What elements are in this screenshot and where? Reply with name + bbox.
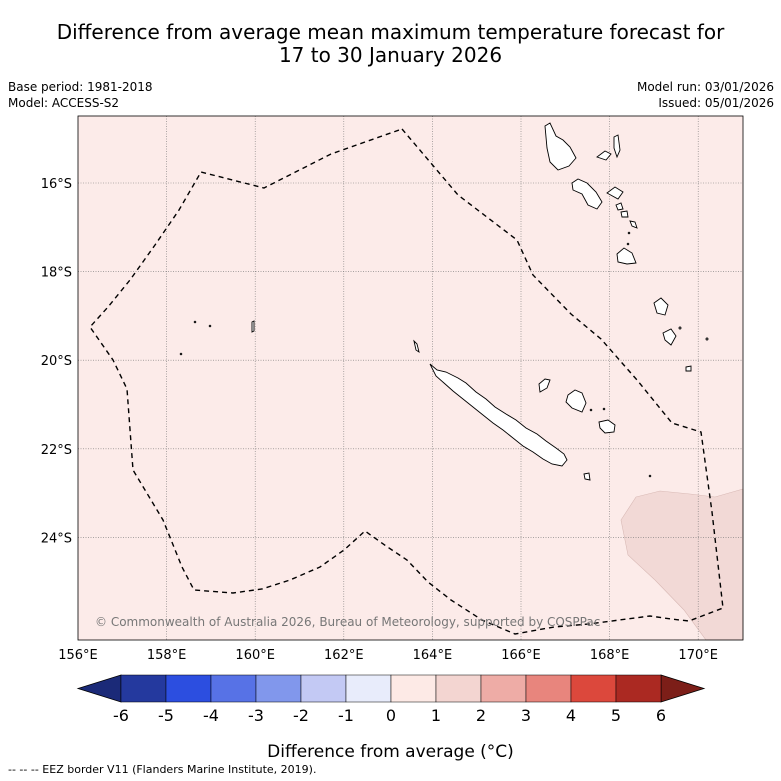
- meta-left: Base period: 1981-2018 Model: ACCESS-S2: [8, 79, 153, 111]
- island: [251, 320, 255, 333]
- lon-tick-label: 170°E: [678, 648, 718, 663]
- island: [538, 378, 551, 393]
- lat-tick-label: 16°S: [41, 177, 72, 192]
- lat-axis: 16°S 18°S 20°S 22°S 24°S: [41, 177, 72, 546]
- lat-tick-label: 20°S: [41, 354, 72, 369]
- lon-tick-label: 160°E: [235, 648, 275, 663]
- colorbar-tick: -4: [203, 706, 219, 725]
- island: [606, 186, 624, 200]
- coastlines: [179, 122, 709, 481]
- island: [616, 247, 637, 265]
- lat-tick-label: 22°S: [41, 443, 72, 458]
- island: [598, 419, 616, 434]
- island: [615, 202, 624, 211]
- map-gridlines: [78, 116, 743, 640]
- lon-tick-label: 166°E: [501, 648, 541, 663]
- new-caledonia-island: [429, 363, 568, 467]
- eez-border: [89, 128, 724, 635]
- colorbar-bin: [525, 674, 572, 703]
- colorbar-bin: [480, 674, 527, 703]
- colorbar-tick: -6: [113, 706, 129, 725]
- issued-date: Issued: 05/01/2026: [658, 96, 774, 110]
- island: [705, 337, 709, 341]
- colorbar-tick: 1: [431, 706, 441, 725]
- title-line-2: 17 to 30 January 2026: [278, 43, 503, 67]
- island: [627, 231, 631, 235]
- colorbar-tick: 3: [521, 706, 531, 725]
- colorbar-tick: 0: [386, 706, 396, 725]
- base-period: Base period: 1981-2018: [8, 80, 153, 94]
- colorbar-bin: [615, 674, 662, 703]
- island: [544, 122, 577, 171]
- colorbar-bin: [345, 674, 392, 703]
- island: [208, 324, 212, 328]
- model-name: Model: ACCESS-S2: [8, 96, 120, 110]
- island: [626, 242, 630, 246]
- island: [648, 474, 652, 478]
- island: [620, 210, 629, 218]
- colorbar-tick: 4: [566, 706, 576, 725]
- colorbar-bin: [255, 674, 302, 703]
- colorbar-tick: 2: [476, 706, 486, 725]
- lon-tick-label: 162°E: [324, 648, 364, 663]
- colorbar-tick: 6: [656, 706, 666, 725]
- lon-tick-label: 158°E: [147, 648, 187, 663]
- colorbar-bin: [165, 674, 212, 703]
- lon-tick-label: 164°E: [413, 648, 453, 663]
- lon-tick-label: 156°E: [58, 648, 98, 663]
- island: [583, 472, 591, 481]
- island: [589, 408, 593, 412]
- island: [413, 339, 420, 354]
- chart-title: Difference from average mean maximum tem…: [0, 21, 781, 67]
- lon-tick-label: 168°E: [590, 648, 630, 663]
- colorbar-ticks: -6 -5 -4 -3 -2 -1 0 1 2 3 4 5 6: [113, 706, 666, 725]
- colorbar-bin: [570, 674, 617, 703]
- island: [613, 134, 621, 159]
- colorbar-tick: -5: [158, 706, 174, 725]
- island: [662, 328, 677, 346]
- colorbar-bin: [300, 674, 347, 703]
- colorbar-tick: -3: [248, 706, 264, 725]
- colorbar-extend-high: [660, 674, 706, 703]
- colorbar-bin: [210, 674, 257, 703]
- lat-tick-label: 24°S: [41, 531, 72, 546]
- colorbar-bin: [435, 674, 482, 703]
- island: [629, 220, 638, 229]
- model-run: Model run: 03/01/2026: [636, 80, 774, 94]
- island: [179, 352, 183, 356]
- colorbar-bin: [390, 674, 437, 703]
- island: [565, 389, 587, 413]
- lon-axis: 156°E 158°E 160°E 162°E 164°E 166°E 168°…: [58, 648, 718, 663]
- island: [596, 150, 612, 161]
- colorbar-bin: [120, 674, 167, 703]
- colorbar-extend-low: [76, 674, 122, 703]
- island: [678, 326, 682, 330]
- colorbar: -6 -5 -4 -3 -2 -1 0 1 2 3 4 5 6: [76, 674, 706, 725]
- title-line-1: Difference from average mean maximum tem…: [56, 20, 725, 44]
- colorbar-tick: 5: [611, 706, 621, 725]
- island: [193, 320, 197, 324]
- colorbar-tick: -2: [293, 706, 309, 725]
- copyright-text: © Commonwealth of Australia 2026, Bureau…: [95, 615, 600, 629]
- lat-tick-label: 18°S: [41, 266, 72, 281]
- meta-right: Model run: 03/01/2026 Issued: 05/01/2026: [637, 79, 774, 111]
- island: [571, 178, 603, 210]
- colorbar-label: Difference from average (°C): [267, 742, 514, 762]
- island: [685, 365, 692, 372]
- island: [602, 407, 606, 411]
- colorbar-tick: -1: [338, 706, 354, 725]
- map-frame: [77, 115, 744, 641]
- island: [653, 297, 669, 316]
- eez-legend: -- -- -- EEZ border V11 (Flanders Marine…: [8, 763, 317, 776]
